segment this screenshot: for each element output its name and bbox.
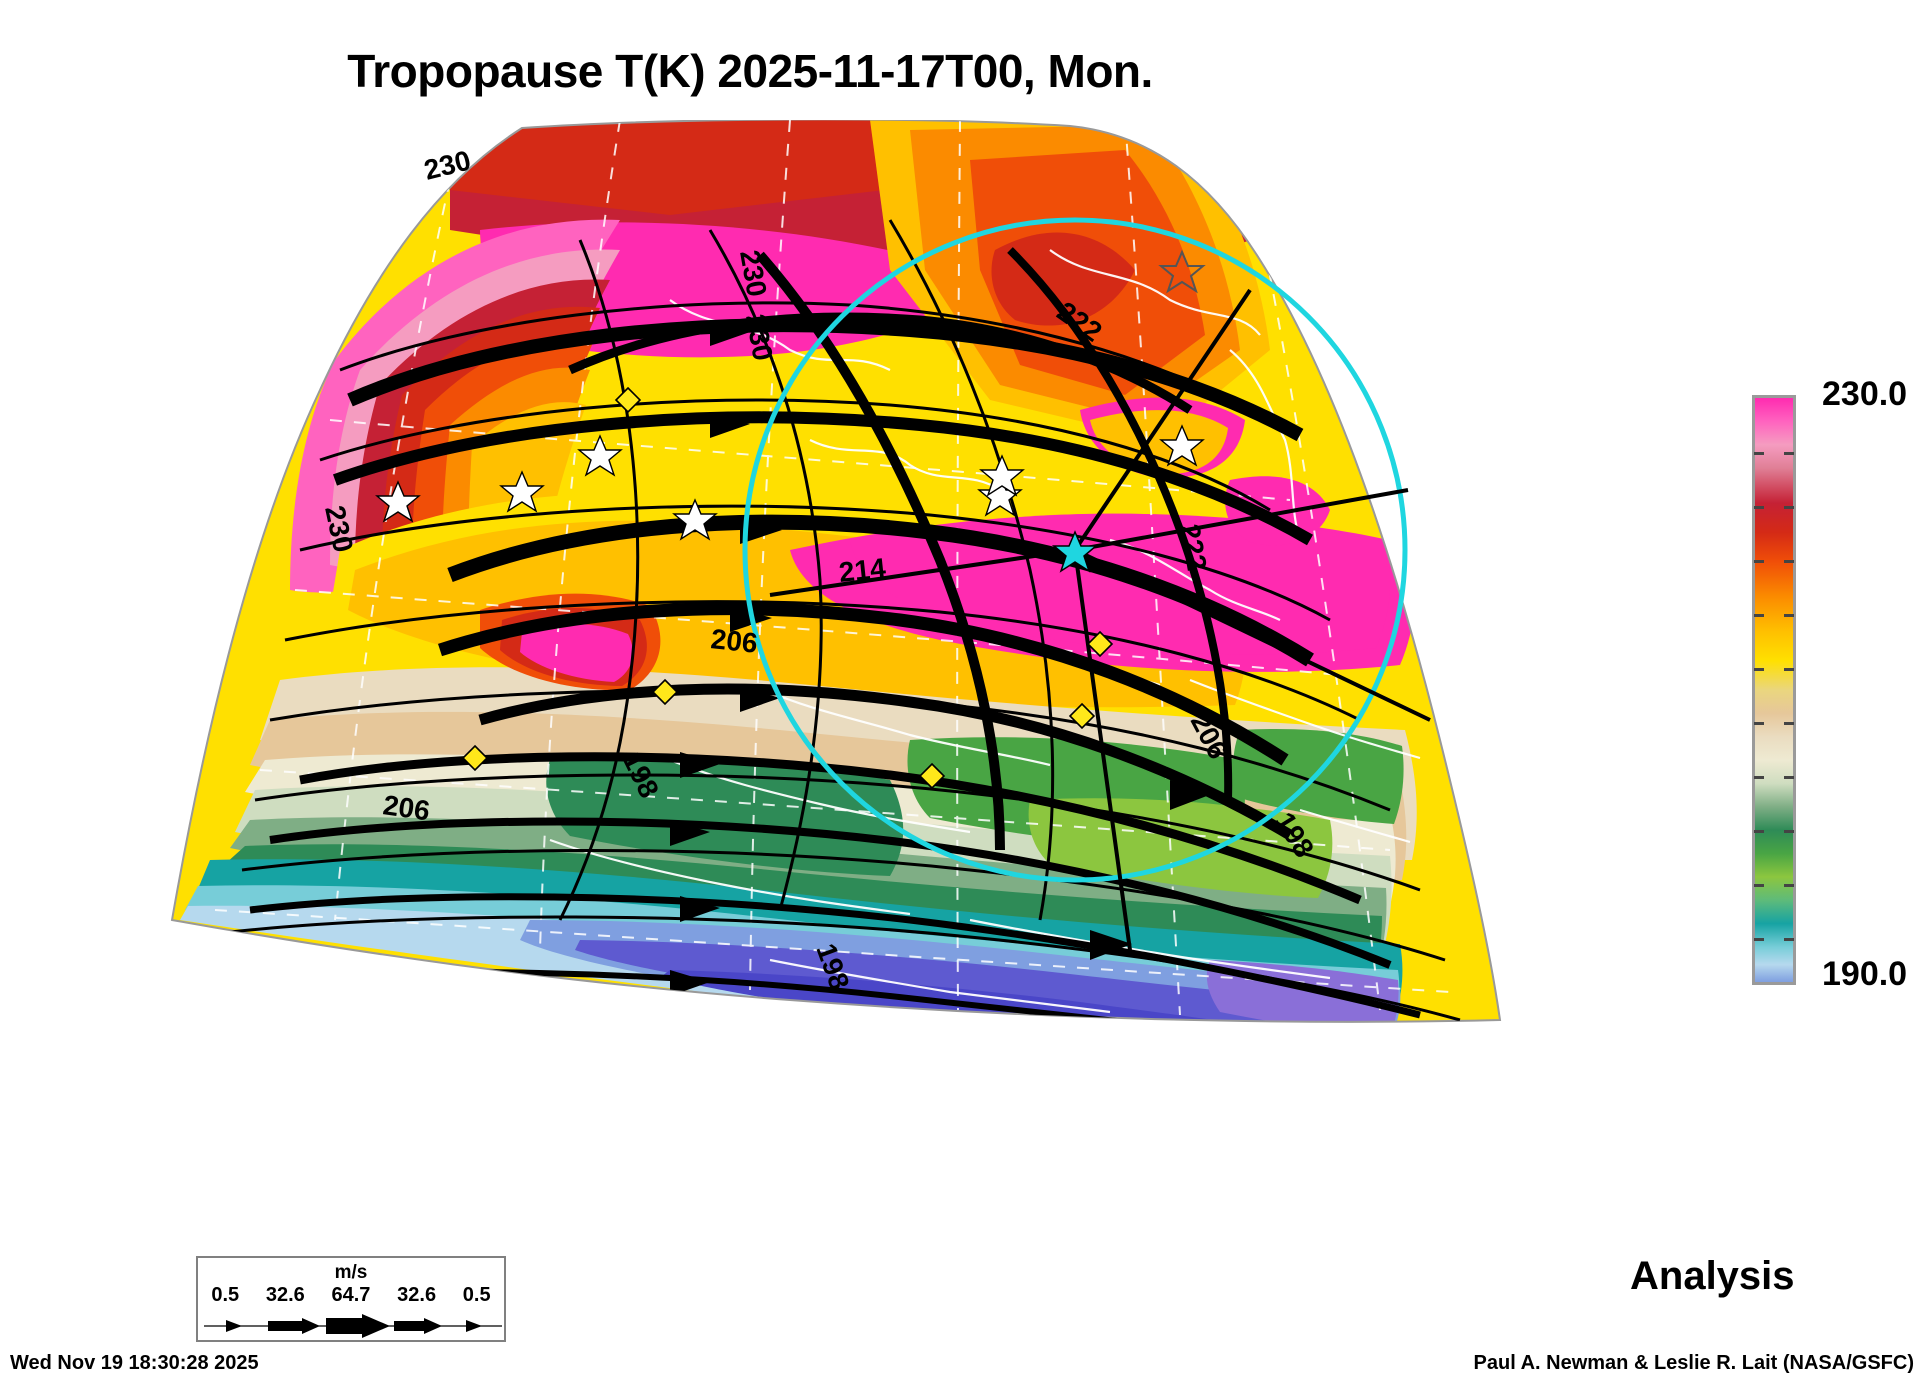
wind-value-labels: 0.5 32.6 64.7 32.6 0.5 [198,1284,504,1307]
wind-value-3: 32.6 [397,1284,437,1306]
map-border [170,120,1502,1023]
contour-lines [229,219,1461,1022]
analysis-label: Analysis [1630,1254,1795,1298]
svg-text:206: 206 [709,623,759,659]
colorbar-min-label: 190.0 [1822,955,1908,993]
colorbar-max-label: 230.0 [1822,375,1908,413]
author-credit: Paul A. Newman & Leslie R. Lait (NASA/GS… [1473,1352,1914,1374]
svg-text:214: 214 [837,552,887,588]
wind-value-0: 0.5 [211,1284,240,1306]
render-timestamp: Wed Nov 19 18:30:28 2025 [10,1352,259,1374]
outline-star-marker [1158,249,1206,294]
range-circle [742,217,1408,883]
page-title: Tropopause T(K) 2025-11-17T00, Mon. [347,45,1153,97]
wind-scale-legend: m/s 0.5 32.6 64.7 32.6 0.5 [196,1256,506,1342]
map-panel[interactable]: 230 230 230 230 222 222 214 206 206 206 … [150,120,1650,1240]
wind-value-4: 0.5 [462,1284,491,1306]
wind-value-2: 64.7 [331,1284,371,1306]
wind-unit-label: m/s [334,1262,368,1283]
wind-value-1: 32.6 [265,1284,305,1306]
site-star-markers [375,424,1205,541]
station-diamond-markers [461,386,1114,790]
wind-arrow-glyphs [204,1314,502,1338]
focus-star-marker [1051,530,1099,573]
colorbar [1752,395,1796,985]
tropopause-temperature-map[interactable]: 230 230 230 230 222 222 214 206 206 206 … [150,120,1650,1240]
svg-text:206: 206 [381,789,432,826]
